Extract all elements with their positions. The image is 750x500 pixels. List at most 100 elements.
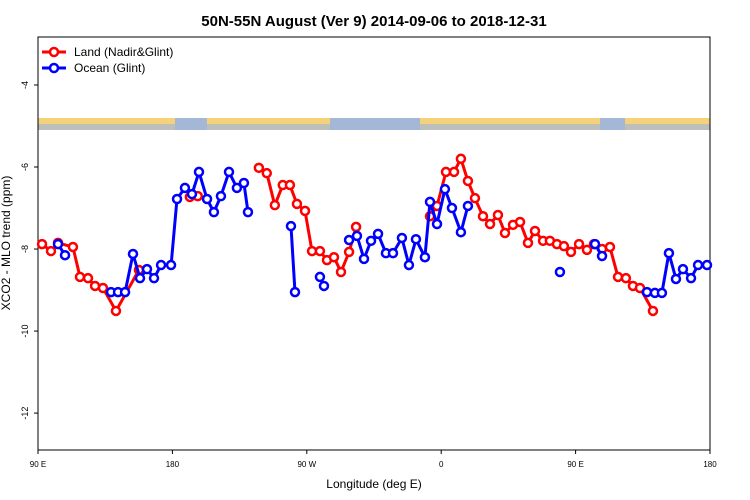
marker: [186, 188, 198, 200]
x-axis-label: Longitude (deg E): [326, 477, 421, 491]
marker: [291, 198, 303, 210]
marker: [604, 241, 616, 253]
marker: [59, 249, 71, 261]
marker: [589, 238, 601, 250]
marker: [318, 280, 330, 292]
marker: [223, 166, 235, 178]
legend-marker: [48, 46, 60, 58]
marker: [581, 244, 593, 256]
marker: [350, 221, 362, 233]
marker: [439, 183, 451, 195]
marker: [343, 246, 355, 258]
marker: [492, 209, 504, 221]
marker: [596, 250, 608, 262]
y-tick-label: -4: [20, 81, 30, 89]
marker: [289, 286, 301, 298]
marker: [208, 206, 220, 218]
marker: [231, 182, 243, 194]
marker: [499, 227, 511, 239]
x-tick-label: 90 E: [30, 460, 46, 469]
marker: [620, 272, 632, 284]
y-axis-label: XCO2 - MLO trend (ppm): [0, 176, 13, 311]
marker: [484, 218, 496, 230]
marker: [514, 216, 526, 228]
marker: [419, 251, 431, 263]
marker: [74, 271, 86, 283]
marker: [52, 238, 64, 250]
x-tick-label: 90 E: [567, 460, 583, 469]
y-tick-label: -10: [20, 325, 30, 338]
marker: [358, 253, 370, 265]
marker: [462, 175, 474, 187]
marker: [701, 259, 713, 271]
marker: [261, 167, 273, 179]
marker: [403, 259, 415, 271]
legend-label: Land (Nadir&Glint): [74, 45, 173, 59]
x-tick-label: 90 W: [297, 460, 316, 469]
marker: [242, 206, 254, 218]
marker: [148, 272, 160, 284]
marker: [269, 199, 281, 211]
marker: [558, 240, 570, 252]
marker: [141, 263, 153, 275]
marker: [328, 251, 340, 263]
marker: [647, 305, 659, 317]
marker: [351, 230, 363, 242]
marker: [396, 232, 408, 244]
marker: [36, 238, 48, 250]
marker: [477, 210, 489, 222]
marker: [134, 272, 146, 284]
marker: [424, 196, 436, 208]
marker: [285, 220, 297, 232]
x-tick-label: 180: [166, 460, 180, 469]
marker: [455, 226, 467, 238]
marker: [238, 177, 250, 189]
marker: [299, 205, 311, 217]
y-tick-label: -6: [20, 163, 30, 171]
marker: [45, 245, 57, 257]
marker: [179, 182, 191, 194]
marker: [215, 190, 227, 202]
marker: [155, 259, 167, 271]
marker: [97, 282, 109, 294]
marker: [448, 166, 460, 178]
marker: [193, 166, 205, 178]
marker: [565, 246, 577, 258]
marker: [335, 266, 347, 278]
marker: [554, 266, 566, 278]
marker: [469, 192, 481, 204]
marker: [529, 225, 541, 237]
marker: [343, 234, 355, 246]
x-tick-label: 180: [703, 460, 717, 469]
marker: [171, 193, 183, 205]
ocean-strip: [38, 124, 710, 130]
marker: [365, 235, 377, 247]
map-strip: [38, 118, 710, 130]
marker: [677, 263, 689, 275]
marker: [119, 286, 131, 298]
marker: [663, 247, 675, 259]
marker: [670, 273, 682, 285]
marker: [522, 237, 534, 249]
marker: [127, 248, 139, 260]
marker: [110, 305, 122, 317]
marker: [692, 259, 704, 271]
marker: [612, 271, 624, 283]
marker: [201, 193, 213, 205]
marker: [67, 241, 79, 253]
marker: [462, 200, 474, 212]
marker: [253, 162, 265, 174]
marker: [431, 218, 443, 230]
marker: [372, 228, 384, 240]
marker: [440, 166, 452, 178]
legend-label: Ocean (Glint): [74, 61, 145, 75]
marker: [314, 245, 326, 257]
x-tick-label: 0: [439, 460, 444, 469]
marker: [410, 233, 422, 245]
marker: [387, 247, 399, 259]
marker: [165, 259, 177, 271]
marker: [284, 179, 296, 191]
